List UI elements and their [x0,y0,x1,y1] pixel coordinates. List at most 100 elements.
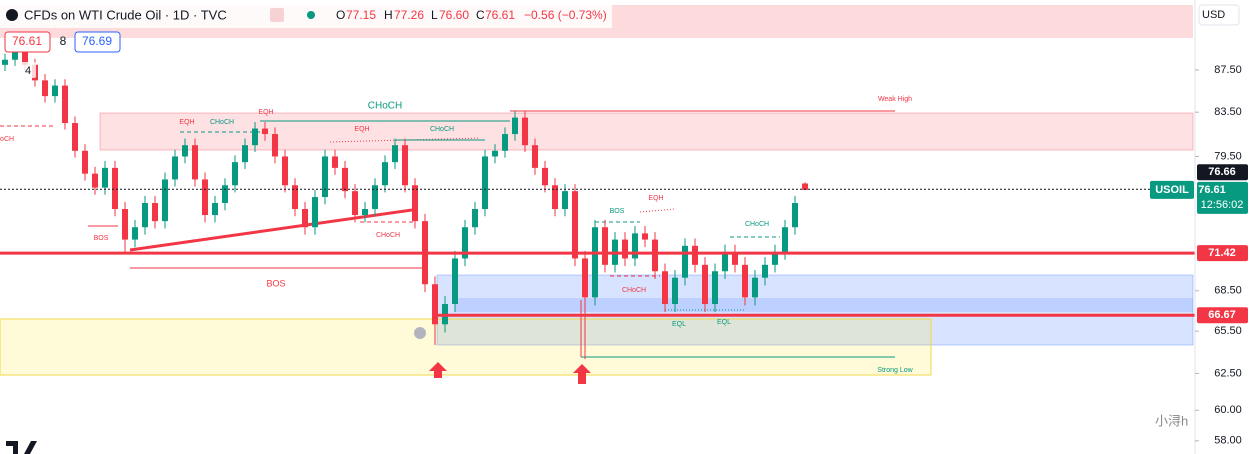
candle-body [282,156,288,186]
candle-body [762,264,768,278]
candle-body [162,179,168,222]
alert-icon[interactable] [414,327,426,339]
demand-zone [436,274,1194,346]
annotation: Weak High [878,96,912,103]
spread: 8 [60,34,67,48]
order-block [0,318,932,376]
candle-body [172,156,178,180]
annotation: EQL [672,321,686,328]
candle-body [222,185,228,204]
candle-body [332,156,338,168]
arrows [429,362,591,384]
y-tick-label: 65.50 [1214,325,1242,337]
y-tick-label: 62.50 [1214,367,1242,379]
y-tick-label: 58.00 [1214,435,1242,447]
y-tick-label: 83.50 [1214,106,1242,118]
candle-body [102,167,108,188]
price-badge [1197,245,1248,262]
candle-body [652,239,658,272]
candle-body [112,167,118,210]
annotation: EQL [717,319,731,326]
candle-body [342,167,348,192]
candle-body [212,203,218,216]
candle-body [302,209,308,228]
candle-body [232,162,238,186]
price-badge-label: 66.67 [1208,309,1236,321]
plot: CHoCH EQH CHoCH EQH EQH CHoCH CHoCH BOS CHoCH BOS… [0,43,1195,374]
candle-body [12,49,18,60]
last-price: 76.61 [1198,184,1226,196]
annotation: Strong Low [877,367,913,374]
sell-price: 76.61 [12,34,42,48]
flag-icon[interactable] [270,8,284,22]
candle-body [362,209,368,216]
candle-body [662,271,668,305]
candle-body [692,245,698,265]
candle-body [372,185,378,210]
candle-body [512,117,518,135]
price-badge [1197,307,1248,324]
tv-logo [6,441,37,454]
candle-body [702,264,708,305]
annotation: CHoCH [210,119,234,126]
candle-body [382,162,388,186]
annotation: CHoCH [0,136,14,143]
candle-body [632,233,638,259]
legend-toggle[interactable] [20,62,36,78]
candle-body [672,277,678,305]
ohlc: O 77.15 H 77.26 L 76.60 C 76.61 −0.56 (−… [336,8,607,22]
candle-body [462,227,468,259]
candle-body [192,145,198,180]
candle-body [592,227,598,298]
candle-body [352,191,358,216]
candle-body [712,271,718,305]
annotation: CHoCH [622,287,646,294]
candle-body [72,123,78,151]
candle-body [2,59,8,65]
symbol-logo [6,9,18,21]
candle-body [502,134,508,151]
candle-body [572,191,578,259]
candle-body [242,145,248,163]
candle-body [312,197,318,228]
currency-button[interactable] [1198,4,1240,26]
symbol-badge [1150,180,1194,199]
candle-body [292,185,298,210]
currency: USD [1202,9,1225,21]
candle-body [732,252,738,265]
candle-body [682,245,688,278]
candle-body [42,80,48,97]
candle-body [472,209,478,228]
y-tick-label: 87.50 [1214,64,1242,76]
symbol-title[interactable]: CFDs on WTI Crude Oil · 1D · TVC [24,7,227,22]
eqh-line [639,208,676,213]
annotation: BOS [94,235,109,242]
demand-zone [455,298,1193,312]
candle-body [252,128,258,146]
ohlc-value: 77.26 [394,8,424,22]
annotation: CHoCH [745,221,769,228]
annotation: CHoCH [368,101,402,112]
candle-body [772,252,778,265]
buy-button[interactable] [74,31,121,53]
buy-price: 76.69 [82,34,112,48]
ohlc-label: H [384,8,393,22]
candle-body [322,156,328,198]
sell-button[interactable] [4,31,51,53]
legend-count: 4 [25,65,31,77]
y-tick-label: 60.00 [1214,404,1242,416]
annotation: EQH [354,126,369,133]
candle-body [122,209,128,240]
price-badge-label: 76.66 [1208,166,1236,178]
candle-body [82,150,88,174]
candle-body [582,258,588,298]
ohlc-value: 76.61 [485,8,515,22]
watermark: 小浔h [1155,413,1188,428]
price-axis: 87.50 83.50 79.50 68.50 65.50 62.50 60.00 58.00… [1150,64,1248,447]
y-tick-label: 79.50 [1214,150,1242,162]
ohlc-label: O [336,8,345,22]
annotation: EQH [258,109,273,116]
candle-body [142,203,148,228]
supply-zone [99,112,1194,151]
